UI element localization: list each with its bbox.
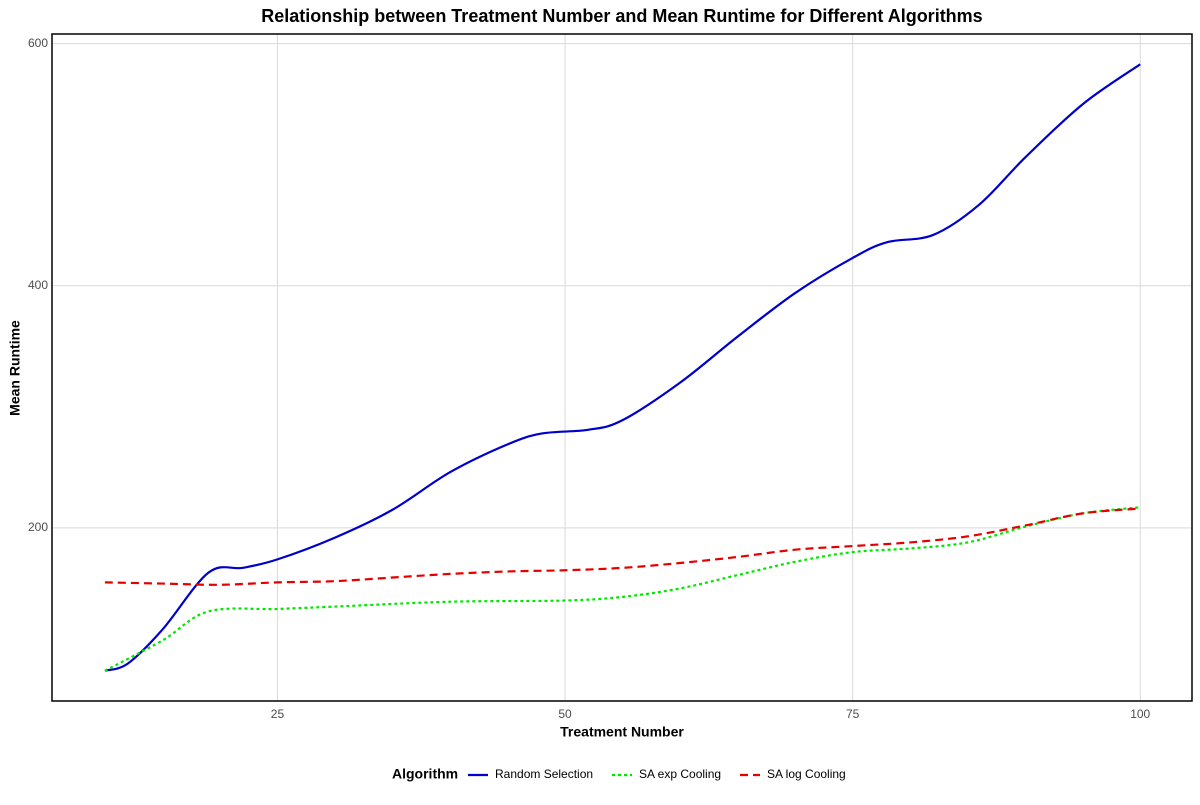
x-axis-label: Treatment Number [560, 724, 684, 740]
x-tick-label: 25 [271, 707, 285, 721]
legend-label: Random Selection [495, 767, 593, 781]
series-line [104, 63, 1141, 672]
y-tick-label: 400 [28, 278, 48, 292]
legend: Algorithm Random Selection SA exp Cooling… [392, 766, 846, 782]
x-tick-label: 100 [1130, 707, 1150, 721]
legend-label: SA log Cooling [767, 767, 846, 781]
lines [104, 63, 1141, 672]
series-line [104, 506, 1141, 672]
y-tick-label: 600 [28, 36, 48, 50]
grid: 200 400 600 25 50 75 100 [28, 34, 1192, 721]
x-tick-label: 50 [558, 707, 572, 721]
plot-border [51, 33, 1193, 702]
legend-title: Algorithm [392, 766, 458, 782]
series-line [104, 507, 1141, 586]
x-tick-label: 75 [846, 707, 860, 721]
y-tick-label: 200 [28, 520, 48, 534]
y-axis-label: Mean Runtime [7, 320, 23, 416]
chart-title: Relationship between Treatment Number an… [261, 6, 982, 26]
legend-label: SA exp Cooling [639, 767, 721, 781]
